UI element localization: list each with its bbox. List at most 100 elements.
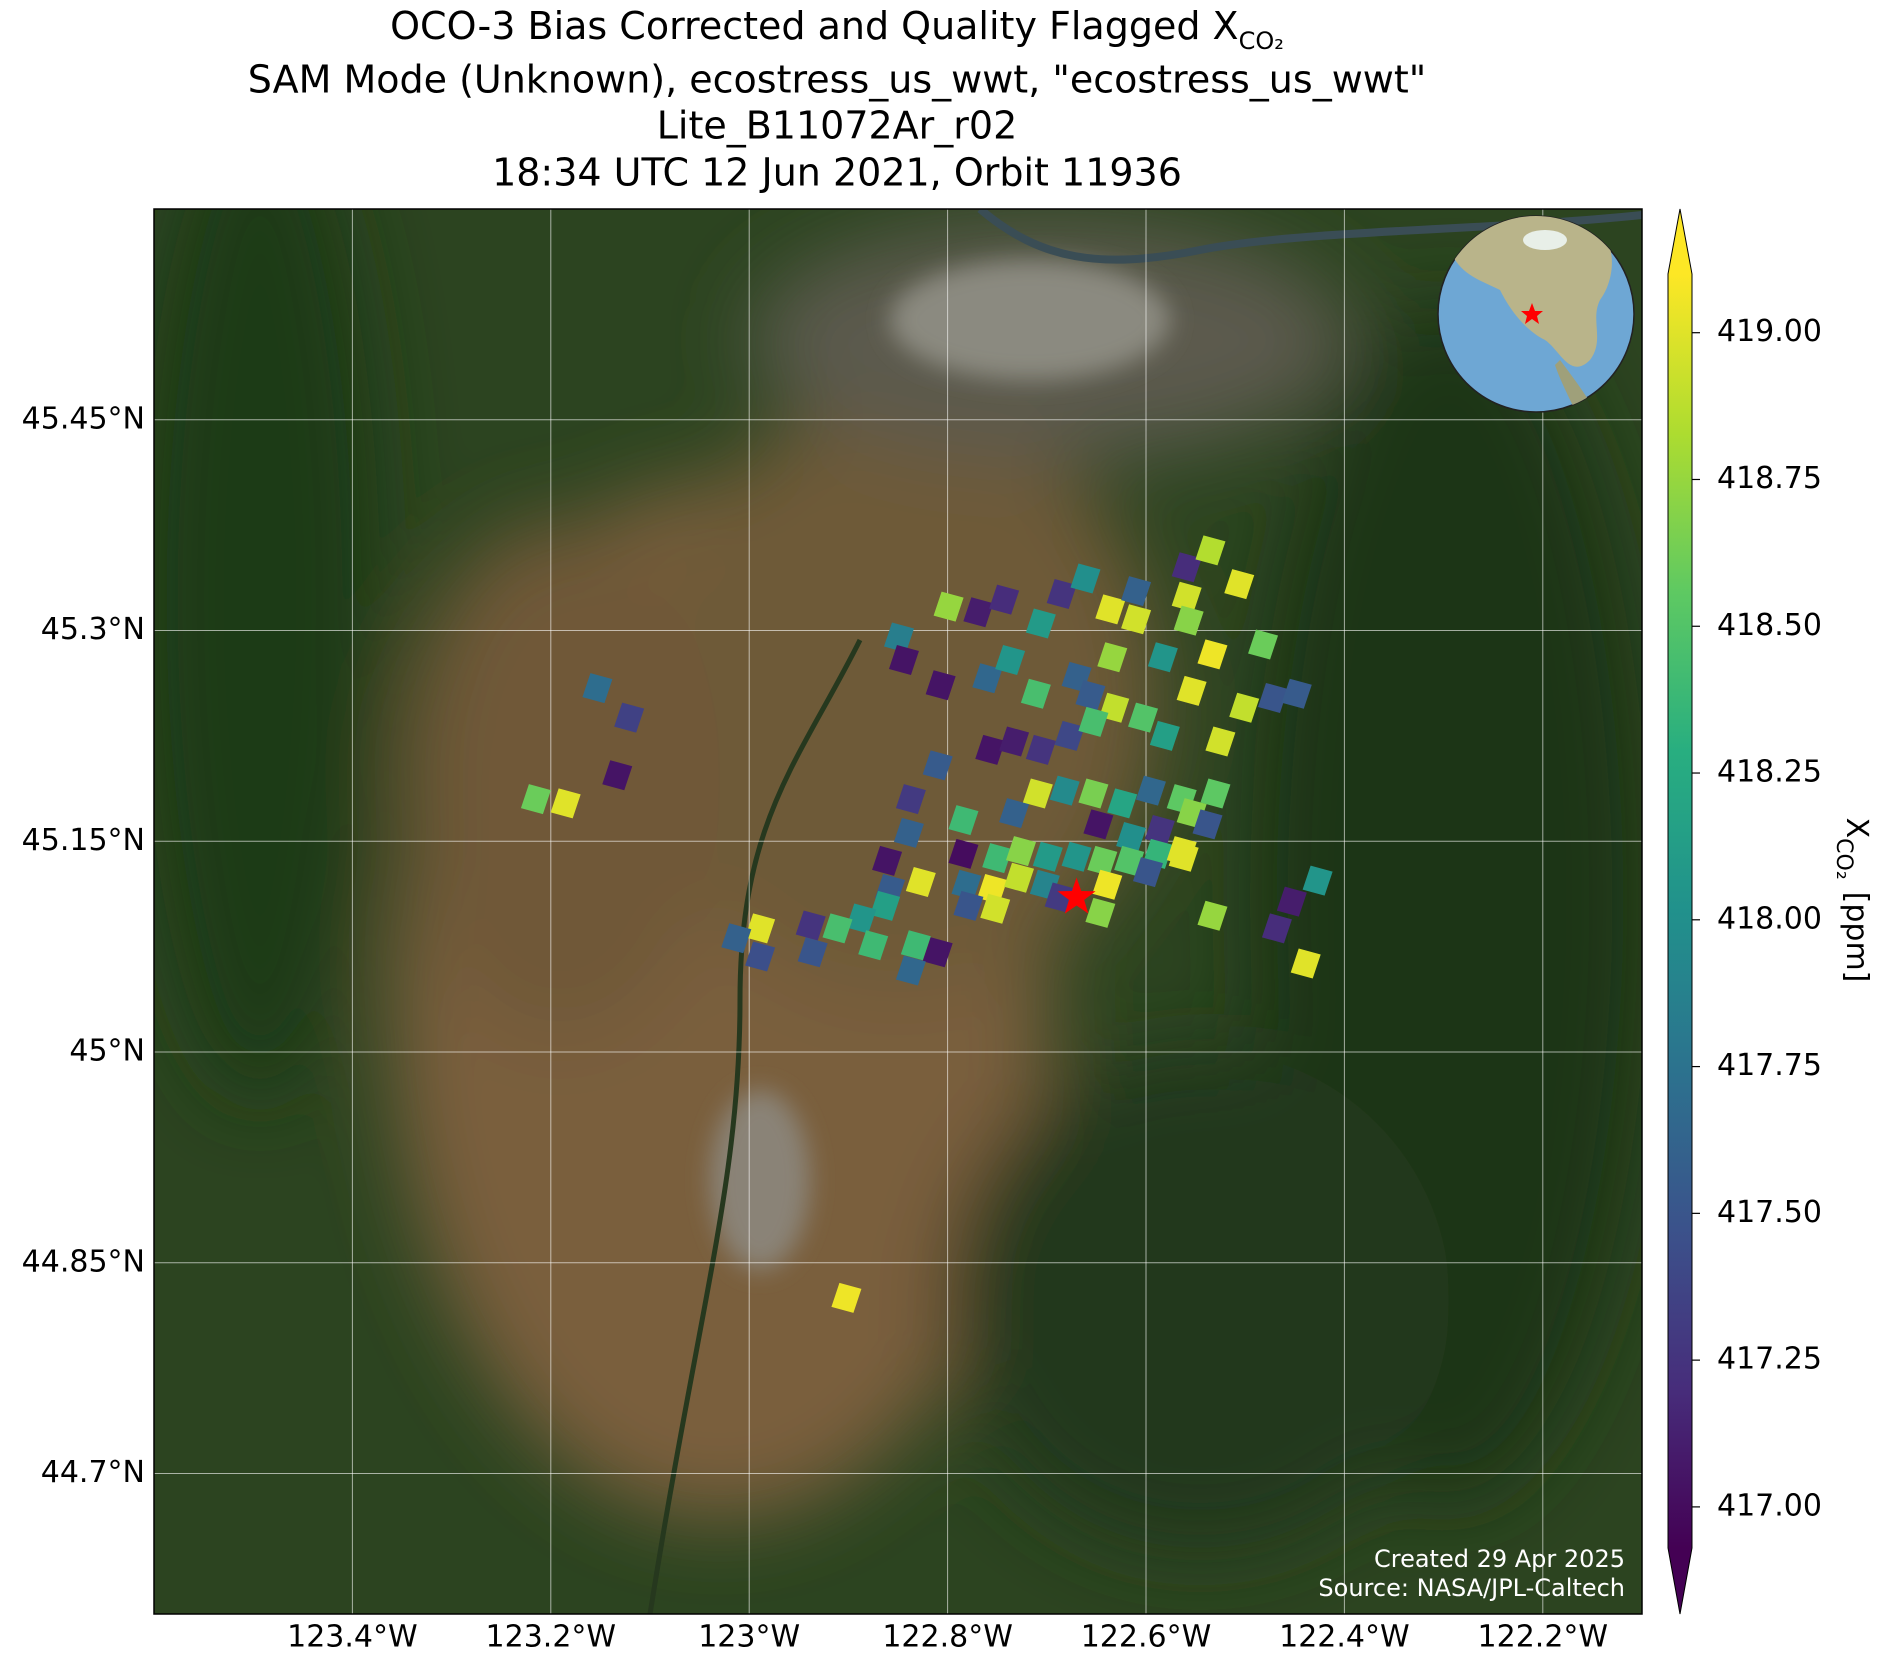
colorbar-extend-max	[1668, 209, 1692, 274]
footprint	[1022, 778, 1053, 809]
footprint	[989, 584, 1020, 615]
y-tick-label: 45°N	[69, 1034, 145, 1069]
globe-inset	[1437, 215, 1635, 413]
footprint	[1070, 563, 1101, 594]
footprint	[1200, 778, 1231, 809]
footprint	[1173, 605, 1204, 636]
axes: 123.4°W 123.2°W 123°W 122.8°W 122.6°W 122.4°W…	[22, 401, 1608, 1654]
footprint	[1121, 604, 1152, 635]
footprint	[1144, 815, 1175, 846]
river	[647, 638, 863, 1614]
footprint	[980, 893, 1011, 924]
footprint	[1281, 678, 1312, 709]
footprint	[831, 1282, 862, 1313]
footprint	[982, 843, 1013, 874]
footprint	[1135, 775, 1166, 806]
colorbar-label: XCO₂ [ppm]	[1832, 818, 1875, 983]
footprint	[1197, 639, 1228, 670]
x-tick-label: 123.2°W	[486, 1620, 617, 1655]
footprint	[1095, 594, 1126, 625]
site-marker	[1057, 877, 1096, 914]
footprint	[1197, 900, 1228, 931]
footprint	[1128, 702, 1159, 733]
footprint	[1107, 788, 1138, 819]
footprint	[797, 937, 828, 968]
footprint	[1046, 578, 1077, 609]
colorbar-tick-label: 419.00	[1717, 314, 1822, 349]
footprint	[925, 670, 956, 701]
map-area: Created 29 Apr 2025 Source: NASA/JPL-Cal…	[154, 209, 1642, 1614]
y-tick-label: 44.85°N	[22, 1244, 145, 1279]
footprint	[1261, 913, 1292, 944]
footprint	[1114, 845, 1145, 876]
y-tick-label: 45.15°N	[22, 823, 145, 858]
colorbar-extend-min	[1668, 1548, 1692, 1614]
y-tick-label: 44.7°N	[41, 1455, 145, 1490]
footprint	[1078, 778, 1109, 809]
map-frame	[153, 208, 1643, 1615]
footprint	[1276, 886, 1307, 917]
footprint	[977, 874, 1008, 905]
footprint	[1092, 869, 1123, 900]
footprint	[582, 673, 613, 704]
footprint	[1061, 841, 1092, 872]
x-tick-label: 122.4°W	[1279, 1620, 1410, 1655]
footprint	[951, 869, 982, 900]
footprint	[1078, 706, 1109, 737]
footprint	[602, 760, 633, 791]
colorbar-tick-label: 417.00	[1717, 1488, 1822, 1523]
footprint	[1195, 535, 1226, 566]
grid	[154, 209, 1642, 1614]
footprint	[895, 784, 926, 815]
footprint	[1075, 680, 1106, 711]
footprint	[953, 890, 984, 921]
footprint	[1025, 608, 1056, 639]
footprint	[795, 910, 826, 941]
x-tick-label: 122.8°W	[882, 1620, 1013, 1655]
footer-text: Created 29 Apr 2025	[1374, 1545, 1625, 1573]
footprint	[1049, 775, 1080, 806]
footprint	[1257, 682, 1288, 713]
colorbar-tick-label: 417.75	[1717, 1048, 1822, 1083]
x-tick-label: 123°W	[698, 1620, 800, 1655]
subtitle: Lite_B11072Ar_r02	[657, 104, 1018, 148]
footer-text: Source: NASA/JPL-Caltech	[1318, 1574, 1625, 1602]
chart-title: OCO-3 Bias Corrected and Quality Flagged…	[390, 4, 1284, 56]
colorbar-outline	[1667, 208, 1693, 1615]
footprint	[948, 838, 979, 869]
footprint	[550, 788, 581, 819]
footprint	[1054, 720, 1085, 751]
x-tick-label: 122.2°W	[1478, 1620, 1609, 1655]
colorbar-tick-label: 418.75	[1717, 461, 1822, 496]
footprint	[922, 937, 953, 968]
footprint	[1044, 882, 1075, 913]
colorbar-label-subscript: CO₂	[1832, 838, 1857, 880]
footprint	[963, 597, 994, 628]
title-text: OCO-3 Bias Corrected and Quality Flagged…	[390, 4, 1238, 48]
footprint	[933, 591, 964, 622]
footprint	[870, 890, 901, 921]
footprint	[1171, 581, 1202, 612]
footprint	[1020, 678, 1051, 709]
footprint	[1006, 836, 1037, 867]
footprint	[888, 645, 919, 676]
footprint	[1147, 642, 1178, 673]
footprint	[999, 798, 1030, 829]
colorbar: 417.00 417.25 417.50 417.75 418.00 418.25 418.…	[1667, 208, 1822, 1615]
footprint	[858, 930, 889, 961]
footprint	[872, 845, 903, 876]
footprint	[846, 903, 877, 934]
footprint	[1087, 845, 1118, 876]
footprint	[972, 663, 1003, 694]
footprint	[1224, 569, 1255, 600]
footprint	[822, 913, 853, 944]
footprint	[1004, 862, 1035, 893]
footprint	[905, 866, 936, 897]
colorbar-body	[1668, 274, 1692, 1548]
footprint	[1025, 734, 1056, 765]
footprint	[975, 734, 1006, 765]
y-tick-label: 45.45°N	[22, 401, 145, 436]
colorbar-tick-label: 418.25	[1717, 755, 1822, 790]
footprint	[1205, 726, 1236, 757]
